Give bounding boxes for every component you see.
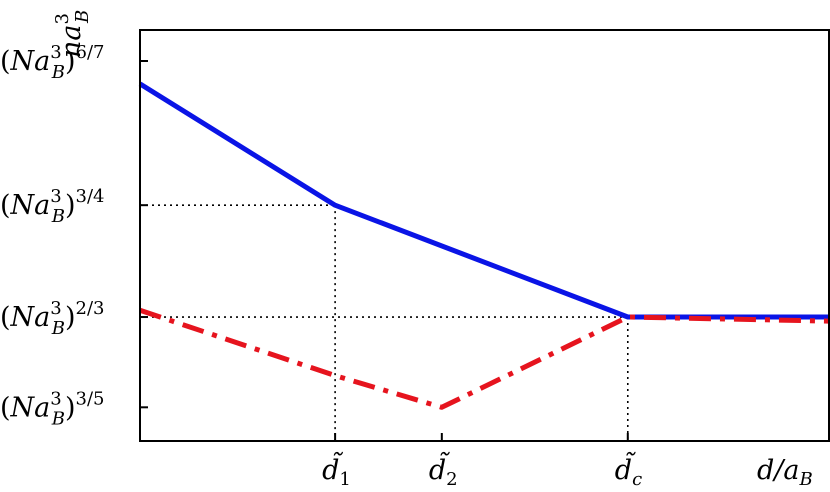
plot-frame bbox=[139, 29, 830, 442]
y-tick-label-three-fifths: (Na3 B)3/5 bbox=[0, 388, 104, 429]
y-axis-label: na3B bbox=[52, 10, 93, 58]
x-tick-label-d2: d̃2 bbox=[429, 451, 458, 490]
tick-marks bbox=[140, 59, 629, 441]
x-tick-label-dc: d̃c bbox=[615, 451, 642, 490]
tick-labels: (Na3 B)6/7 (Na3 B)3/4 (Na3 B)2/3 (Na3 B)3/5 d̃1 d… bbox=[0, 10, 813, 490]
x-axis-label: d/aB bbox=[757, 455, 813, 490]
solid-series-line bbox=[138, 81, 829, 320]
dash-dot-series-line bbox=[139, 307, 830, 410]
y-tick-label-six-sevenths: (Na3 B)6/7 bbox=[0, 42, 104, 83]
y-tick-label-two-thirds: (Na3 B)2/3 bbox=[0, 298, 104, 339]
y-tick-label-three-fourths: (Na3 B)3/4 bbox=[0, 186, 104, 227]
x-tick-label-d1: d̃1 bbox=[322, 451, 351, 490]
guide-lines bbox=[140, 204, 629, 441]
series-lines bbox=[138, 81, 830, 410]
